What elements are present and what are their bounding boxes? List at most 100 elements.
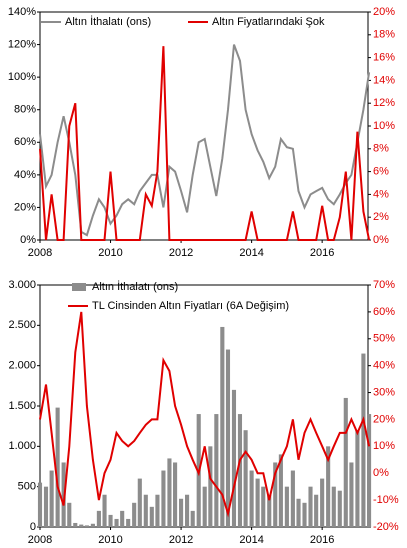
- bar: [167, 458, 172, 527]
- y2-tick-label: 10%: [373, 120, 395, 132]
- bar: [261, 486, 266, 527]
- series-line: [39, 311, 371, 518]
- bar: [79, 524, 84, 527]
- bar: [55, 407, 60, 527]
- bar: [284, 486, 289, 527]
- y-tick-label: 1.500: [8, 400, 36, 412]
- legend-label: Altın İthalatı (ons): [92, 280, 178, 293]
- bar: [185, 494, 190, 527]
- bar: [225, 349, 231, 527]
- bar: [73, 522, 78, 527]
- bar: [202, 486, 207, 527]
- bar: [331, 486, 336, 527]
- bar: [337, 490, 342, 527]
- y-tick-label: 2.500: [8, 319, 36, 331]
- legend-label: TL Cinsinden Altın Fiyatları (6A Değişim…: [92, 300, 289, 312]
- y2-tick-label: 50%: [373, 333, 395, 345]
- bar: [155, 494, 160, 527]
- x-tick-label: 2016: [310, 534, 334, 546]
- bar: [179, 498, 184, 527]
- bar: [149, 506, 154, 527]
- bar: [108, 514, 113, 527]
- x-tick-label: 2012: [169, 534, 193, 546]
- bar: [326, 446, 331, 527]
- y2-tick-label: 6%: [373, 166, 389, 178]
- x-tick-label: 2016: [310, 247, 334, 259]
- y-tick-label: 0: [30, 521, 36, 533]
- bar: [43, 486, 49, 527]
- y-tick-label: 140%: [8, 6, 36, 18]
- bar: [243, 430, 248, 527]
- bar: [161, 470, 166, 527]
- bar: [314, 494, 319, 527]
- x-tick-label: 2014: [239, 534, 263, 546]
- bar: [249, 470, 254, 527]
- y-tick-label: 20%: [14, 201, 36, 213]
- y-tick-label: 1.000: [8, 440, 36, 452]
- x-tick-label: 2014: [239, 247, 263, 259]
- bar: [231, 389, 237, 527]
- bar: [290, 470, 295, 527]
- series-line: [39, 44, 371, 237]
- y2-tick-label: 20%: [373, 6, 395, 18]
- bar: [137, 478, 142, 527]
- y-tick-label: 120%: [8, 38, 36, 50]
- bar: [361, 353, 366, 527]
- bar: [214, 414, 219, 527]
- y2-tick-label: -10%: [373, 494, 399, 506]
- x-tick-label: 2012: [169, 247, 193, 259]
- y2-tick-label: 70%: [373, 279, 395, 291]
- bar: [173, 462, 178, 527]
- bar: [367, 414, 372, 527]
- y2-tick-label: 0%: [373, 467, 389, 479]
- bar: [220, 326, 225, 527]
- bar: [67, 502, 72, 527]
- x-tick-label: 2008: [28, 534, 52, 546]
- y2-tick-label: 20%: [373, 413, 395, 425]
- y2-tick-label: 18%: [373, 29, 395, 41]
- bar: [267, 494, 272, 527]
- bar: [190, 510, 195, 527]
- bar: [208, 446, 213, 527]
- bar: [126, 518, 131, 527]
- bar: [143, 494, 148, 527]
- bar: [132, 502, 137, 527]
- y2-tick-label: 60%: [373, 306, 395, 318]
- bar: [296, 498, 301, 527]
- y2-tick-label: 12%: [373, 97, 395, 109]
- bar: [320, 478, 325, 527]
- bar: [61, 462, 66, 527]
- bar: [349, 462, 354, 527]
- legend-label: Altın İthalatı (ons): [65, 15, 151, 28]
- y2-tick-label: 8%: [373, 143, 389, 155]
- y2-tick-label: 40%: [373, 360, 395, 372]
- y-tick-label: 2.000: [8, 360, 36, 372]
- y-tick-label: 500: [18, 481, 36, 493]
- bar: [278, 454, 283, 527]
- plot-frame: [39, 11, 369, 241]
- bar: [255, 478, 260, 527]
- bar: [302, 502, 307, 527]
- y-tick-label: 40%: [14, 169, 36, 181]
- bar: [37, 482, 43, 527]
- y2-tick-label: 30%: [373, 386, 395, 398]
- bar: [120, 510, 125, 527]
- legend-label: Altın Fiyatlarındaki Şok: [212, 16, 325, 28]
- bar: [102, 494, 107, 527]
- x-tick-label: 2010: [98, 534, 122, 546]
- y2-tick-label: 16%: [373, 52, 395, 64]
- bar: [49, 470, 54, 527]
- y-tick-label: 100%: [8, 71, 36, 83]
- y2-tick-label: 10%: [373, 440, 395, 452]
- y2-tick-label: 4%: [373, 188, 389, 200]
- bar: [114, 518, 119, 527]
- x-tick-label: 2010: [98, 247, 122, 259]
- y2-tick-label: 14%: [373, 74, 395, 86]
- bar: [237, 414, 243, 527]
- series-line: [39, 46, 371, 241]
- bar: [308, 486, 313, 527]
- bar: [84, 525, 89, 527]
- y-tick-label: 3.000: [8, 279, 36, 291]
- y-tick-label: 0%: [20, 234, 36, 246]
